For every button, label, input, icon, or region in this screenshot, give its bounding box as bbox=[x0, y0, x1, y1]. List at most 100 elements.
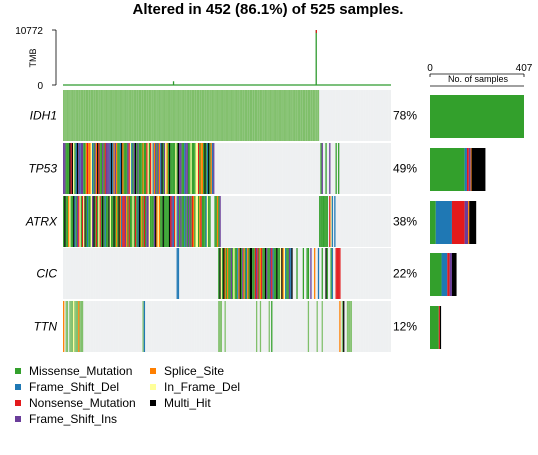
mutation-cell bbox=[157, 196, 159, 247]
mutation-cell bbox=[63, 90, 65, 141]
mutation-cell bbox=[84, 196, 86, 247]
mutation-cell bbox=[83, 143, 85, 194]
mutation-cell bbox=[230, 90, 233, 141]
mutation-cell bbox=[278, 248, 281, 299]
mutation-cell bbox=[206, 143, 209, 194]
side-bar-tp53-frame_shift_ins bbox=[468, 148, 471, 191]
mutation-cell bbox=[153, 143, 156, 194]
gene-label-atrx: ATRX bbox=[25, 215, 58, 229]
mutation-cell bbox=[108, 90, 110, 141]
legend-swatch-splice_site bbox=[150, 368, 156, 374]
gene-labels: IDH1 TP53 ATRX CIC TTN bbox=[25, 109, 58, 334]
mutation-cell bbox=[74, 143, 76, 194]
mutation-cell bbox=[170, 196, 172, 247]
mutation-cell bbox=[228, 90, 230, 141]
mutation-cell bbox=[243, 90, 245, 141]
legend-label-frame_shift_del: Frame_Shift_Del bbox=[29, 380, 119, 394]
side-bar-atrx-frame_shift_del bbox=[435, 201, 452, 244]
mutation-cell bbox=[259, 248, 262, 299]
legend-swatch-nonsense_mutation bbox=[15, 400, 21, 406]
mutation-cell bbox=[73, 90, 75, 141]
mutation-cell bbox=[163, 196, 166, 247]
mutation-cell bbox=[237, 90, 239, 141]
mutation-cell bbox=[205, 90, 207, 141]
mutation-cell bbox=[94, 143, 96, 194]
mutation-cell bbox=[158, 90, 161, 141]
mutation-cell bbox=[66, 301, 69, 352]
mutation-cell bbox=[243, 248, 245, 299]
mutation-cell bbox=[142, 143, 144, 194]
side-bar-cic-multi_hit bbox=[451, 253, 457, 296]
mutation-cell bbox=[196, 196, 199, 247]
mutation-cell bbox=[339, 248, 341, 299]
mutation-cell bbox=[100, 90, 103, 141]
mutation-cell bbox=[97, 90, 99, 141]
mutation-cell bbox=[201, 196, 204, 247]
mutation-cell bbox=[142, 90, 144, 141]
mutation-cell bbox=[191, 196, 193, 247]
mutation-cell bbox=[267, 90, 269, 141]
side-bar-ttn-nonsense_mutation bbox=[438, 306, 440, 349]
mutation-cell bbox=[311, 90, 313, 141]
mutation-cell bbox=[70, 90, 72, 141]
mutation-cell bbox=[264, 248, 267, 299]
mutation-cell bbox=[220, 90, 222, 141]
mutation-cell bbox=[205, 196, 207, 247]
mutation-cell bbox=[181, 90, 183, 141]
mutation-cell bbox=[237, 248, 239, 299]
mutation-cell bbox=[63, 301, 65, 352]
mutation-cell bbox=[283, 248, 286, 299]
mutation-cell bbox=[121, 90, 123, 141]
legend-label-frame_shift_ins: Frame_Shift_Ins bbox=[29, 412, 117, 426]
mutation-cell bbox=[74, 196, 76, 247]
mutation-cell bbox=[63, 196, 65, 247]
mutation-cell bbox=[74, 90, 76, 141]
mutation-cell bbox=[151, 196, 153, 247]
mutation-cell bbox=[307, 301, 310, 352]
mutation-cell bbox=[69, 196, 71, 247]
mutation-cell bbox=[276, 248, 278, 299]
mutation-cell bbox=[219, 248, 221, 299]
mutation-cell bbox=[138, 143, 140, 194]
mutation-cell bbox=[314, 248, 316, 299]
mutation-cell bbox=[78, 196, 80, 247]
mutation-cell bbox=[162, 143, 164, 194]
mutation-cell bbox=[213, 143, 215, 194]
mutation-cell bbox=[235, 248, 238, 299]
mutation-cell bbox=[139, 196, 142, 247]
mutation-cell bbox=[247, 248, 249, 299]
mutation-cell bbox=[242, 248, 244, 299]
mutation-cell bbox=[162, 196, 164, 247]
mutation-cell bbox=[180, 90, 182, 141]
mutation-cell bbox=[175, 196, 177, 247]
mutation-cell bbox=[205, 143, 207, 194]
mutation-cell bbox=[221, 248, 224, 299]
legend-swatch-multi_hit bbox=[150, 400, 156, 406]
mutation-cell bbox=[105, 196, 108, 247]
mutation-cell bbox=[69, 301, 71, 352]
side-bar-atrx-multi_hit bbox=[469, 201, 477, 244]
mutation-cell bbox=[256, 90, 258, 141]
mutation-cell bbox=[168, 196, 171, 247]
mutation-cell bbox=[104, 143, 106, 194]
mutation-cell bbox=[225, 248, 228, 299]
mutation-cell bbox=[136, 143, 138, 194]
mutation-cell bbox=[233, 90, 235, 141]
mutation-cell bbox=[214, 196, 216, 247]
mutation-cell bbox=[88, 90, 90, 141]
mutation-cell bbox=[75, 196, 77, 247]
mutation-cell bbox=[158, 196, 161, 247]
mutation-cell bbox=[137, 143, 139, 194]
mutation-cell bbox=[316, 301, 318, 352]
chart-title: Altered in 452 (86.1%) of 525 samples. bbox=[133, 1, 404, 18]
mutation-cell bbox=[190, 196, 192, 247]
mutation-cell bbox=[143, 196, 146, 247]
legend-swatch-frame_shift_ins bbox=[15, 416, 21, 422]
mutation-cell bbox=[134, 90, 137, 141]
mutation-cell bbox=[184, 143, 186, 194]
tmb-tick-min: 0 bbox=[37, 81, 43, 92]
mutation-cell bbox=[302, 90, 304, 141]
mutation-cell bbox=[153, 90, 156, 141]
mutation-cell bbox=[271, 248, 273, 299]
mutation-cell bbox=[256, 301, 258, 352]
